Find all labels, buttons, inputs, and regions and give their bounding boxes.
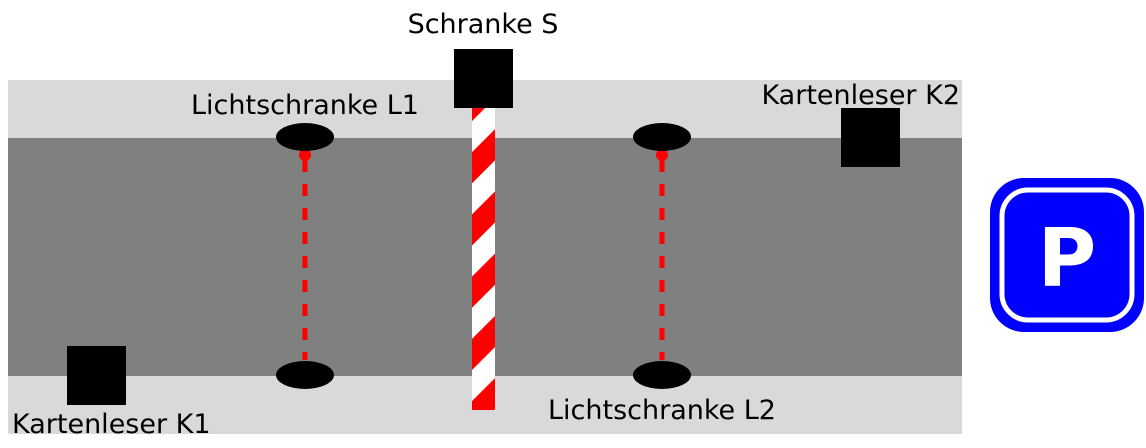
sensor-bottom-l1 [276, 361, 334, 389]
light-emitter-l2 [656, 149, 668, 161]
light-barrier-l1 [276, 123, 334, 389]
barrier-housing [454, 49, 513, 108]
barrier-arm [472, 104, 495, 410]
sensor-top-l2 [633, 123, 691, 151]
sensor-top-l1 [276, 123, 334, 151]
parking-sign-letter: P [1038, 212, 1097, 305]
label-card-reader-k1: Kartenleser K1 [12, 409, 211, 440]
sensor-bottom-l2 [633, 361, 691, 389]
light-emitter-l1 [299, 149, 311, 161]
light-barrier-l2 [633, 123, 691, 389]
label-barrier: Schranke S [408, 9, 559, 40]
label-light-barrier-l2: Lichtschranke L2 [548, 395, 776, 426]
card-reader-k2 [841, 108, 900, 167]
label-card-reader-k2: Kartenleser K2 [761, 80, 960, 111]
card-reader-k1 [67, 346, 126, 405]
parking-sign: P [990, 178, 1144, 332]
parking-sign-ring [999, 187, 1135, 323]
barrier-s [454, 49, 513, 410]
label-light-barrier-l1: Lichtschranke L1 [191, 90, 419, 121]
parking-sign-outer [990, 178, 1144, 332]
